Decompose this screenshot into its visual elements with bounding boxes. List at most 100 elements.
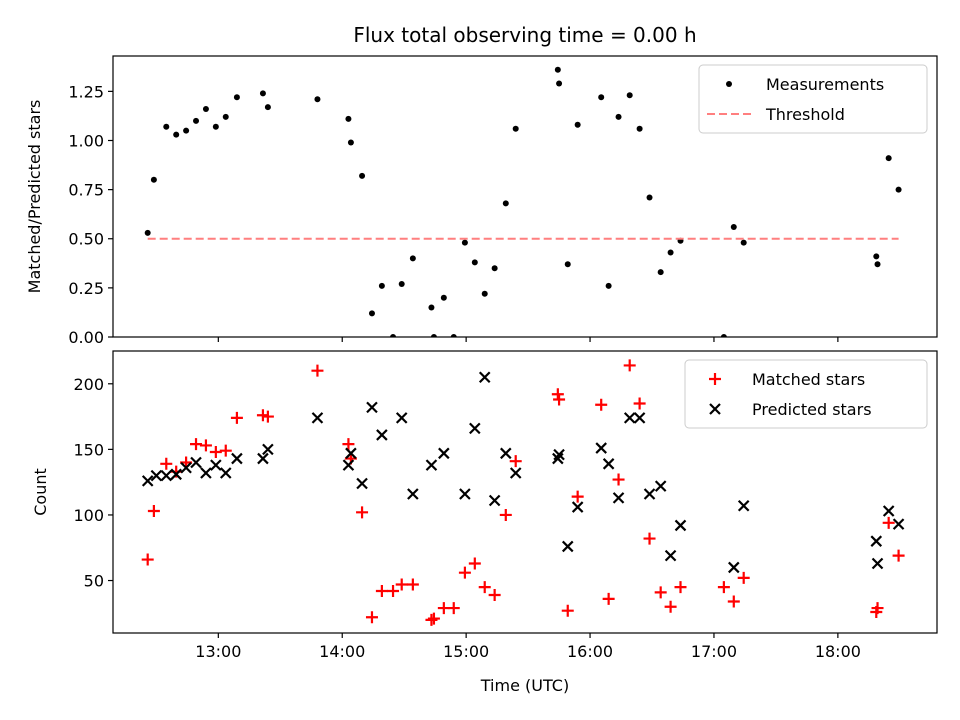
predicted-stars-point: [602, 458, 615, 470]
matched-stars-point: [342, 438, 355, 451]
measurements-point: [359, 172, 366, 179]
predicted-stars-point: [219, 467, 232, 479]
predicted-stars-point: [345, 447, 357, 460]
measurements-point: [428, 304, 435, 311]
x-axis-label: Time (UTC): [480, 676, 569, 695]
predicted-stars-point: [342, 459, 355, 471]
predicted-stars-point: [425, 459, 438, 471]
measurements-point: [598, 94, 605, 101]
predicted-stars-point: [509, 467, 522, 479]
matched-stars-point: [458, 566, 471, 579]
predicted-stars-point: [871, 557, 884, 570]
matched-stars-point: [375, 585, 388, 598]
x-tick-label: 16:00: [567, 642, 613, 661]
matched-stars-point: [551, 388, 564, 401]
measurements-point: [163, 123, 170, 130]
measurements-point: [390, 334, 397, 337]
predicted-stars-point: [231, 452, 243, 465]
legend: Measurements Threshold: [698, 64, 928, 134]
matched-stars-point: [602, 592, 615, 605]
matched-stars-point: [478, 581, 491, 594]
matched-stars-point: [871, 602, 884, 615]
y-tick-label: 100: [73, 506, 104, 525]
matched-stars-point: [190, 438, 203, 451]
matched-stars-point: [561, 604, 574, 617]
matched-stars-point: [674, 581, 687, 594]
predicted-stars-point: [664, 549, 677, 562]
matched-stars-point: [468, 557, 481, 570]
predicted-stars-point: [623, 412, 636, 424]
predicted-stars-point: [553, 448, 565, 461]
measurements-point: [150, 176, 157, 183]
measurements-point: [264, 104, 271, 111]
matched-stars-point: [623, 359, 636, 372]
legend-threshold-label: Threshold: [765, 105, 845, 124]
axes-frame: [112, 350, 938, 634]
matched-stars-point: [633, 397, 646, 410]
measurements-point: [667, 249, 674, 256]
matched-stars-point: [199, 439, 212, 452]
predicted-stars-point: [170, 468, 182, 481]
measurements-point: [564, 261, 571, 268]
predicted-stars-point: [376, 429, 388, 441]
measurements-point: [471, 259, 478, 266]
measurements-point: [461, 239, 468, 246]
measurements-point: [378, 282, 385, 289]
matched-stars-point: [717, 581, 730, 594]
measurements-point: [874, 261, 881, 268]
predicted-stars-point: [488, 494, 501, 507]
matched-stars-point: [571, 490, 584, 503]
matched-stars-point: [427, 612, 440, 625]
data-marks: [141, 359, 905, 626]
predicted-stars-point: [395, 412, 408, 424]
predicted-stars-point: [438, 447, 450, 460]
predicted-stars-point: [210, 459, 222, 471]
y-tick-label: 0.75: [68, 181, 104, 200]
y-tick-label: 200: [73, 375, 104, 394]
x-tick-label: 15:00: [443, 642, 489, 661]
matched-stars-point: [882, 516, 895, 529]
y-tick-label: 0.25: [68, 279, 104, 298]
predicted-stars-point: [180, 461, 192, 474]
matched-stars-point: [499, 508, 512, 521]
measurements-point: [740, 239, 747, 246]
predicted-stars-point: [674, 519, 687, 532]
measurements-point: [720, 334, 727, 337]
y-tick-label: 150: [73, 440, 104, 459]
measurements-point: [259, 90, 266, 97]
data-marks: [144, 66, 902, 337]
predicted-stars-point: [654, 480, 667, 492]
measurements-point: [626, 92, 633, 99]
y-axis-label: Count: [31, 468, 50, 516]
matched-stars-point: [387, 585, 400, 598]
measurements-point: [368, 310, 375, 317]
predicted-stars-point: [356, 477, 368, 490]
matched-stars-point: [219, 444, 232, 457]
measurements-point: [314, 96, 321, 103]
matched-stars-point: [664, 600, 677, 613]
matched-stars-point: [643, 532, 656, 545]
matched-stars-point: [654, 586, 667, 599]
predicted-stars-point: [643, 488, 656, 500]
measurements-point: [730, 223, 737, 230]
predicted-stars-point: [595, 442, 607, 454]
measurements-point: [233, 94, 240, 101]
y-axis-label: Matched/Predicted stars: [25, 100, 44, 294]
predicted-stars-point: [407, 488, 419, 500]
top-panel-ratio: 0.00 0.25 0.50 0.75 1.00 1.25 Matched/Predicte…: [25, 55, 938, 347]
predicted-stars-point: [500, 447, 512, 460]
y-tick-label: 1.00: [68, 131, 104, 150]
matched-stars-point: [147, 505, 160, 518]
measurements-point: [574, 121, 581, 128]
predicted-stars-point: [728, 561, 740, 574]
measurements-point: [885, 155, 892, 162]
measurements-point: [481, 290, 488, 297]
y-tick-label: 0.50: [68, 230, 104, 249]
legend-matched-stars-label: Matched stars: [752, 370, 865, 389]
measurements-point: [556, 80, 563, 87]
measurements-point: [440, 294, 447, 301]
legend-measurements-marker: [726, 81, 732, 87]
predicted-stars-point: [262, 443, 274, 456]
matched-stars-point: [553, 393, 566, 406]
matched-stars-point: [727, 595, 740, 608]
